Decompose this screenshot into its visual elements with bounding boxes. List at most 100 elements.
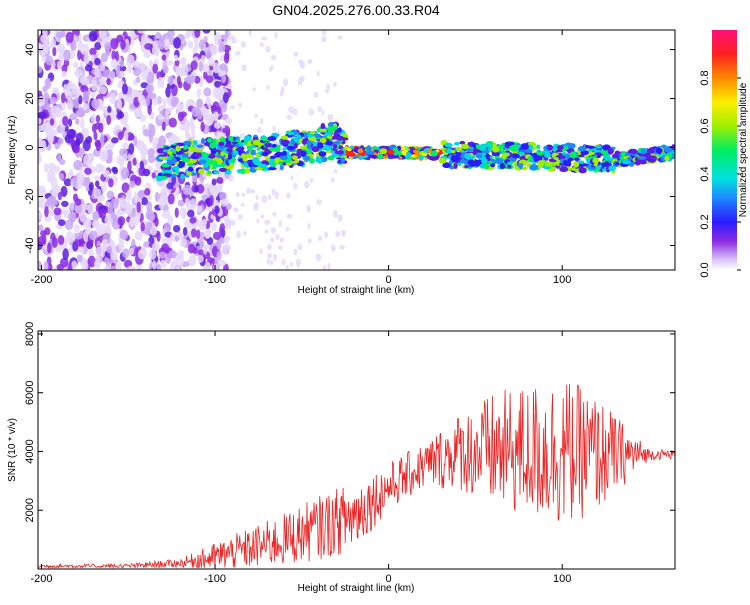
heatmap-noise-blob	[135, 76, 141, 83]
heatmap-signal-blob	[438, 157, 447, 164]
heatmap-noise-blob	[190, 75, 196, 83]
heatmap-signal-blob	[319, 128, 327, 133]
heatmap-noise-blob	[200, 121, 205, 132]
heatmap-signal-blob	[320, 122, 326, 129]
heatmap-signal-blob	[287, 154, 292, 160]
heatmap-noise-blob	[214, 34, 222, 46]
heatmap-noise-blob	[307, 59, 313, 65]
heatmap-signal-blob	[272, 147, 281, 152]
heatmap-signal-blob	[366, 145, 371, 151]
heatmap-signal-blob	[187, 166, 194, 172]
heatmap-noise-blob	[75, 118, 80, 125]
heatmap-noise-blob	[112, 110, 118, 117]
heatmap-noise-blob	[77, 49, 82, 61]
heatmap-noise-blob	[128, 180, 136, 188]
heatmap-noise-blob	[186, 120, 191, 130]
heatmap-noise-blob	[110, 249, 118, 261]
heatmap-signal-blob	[287, 131, 295, 136]
heatmap-signal-blob	[219, 138, 226, 142]
heatmap-noise-blob	[95, 114, 101, 123]
heatmap-noise-blob	[266, 258, 270, 265]
heatmap-x-tick-label: 100	[553, 274, 571, 286]
heatmap-noise-blob	[144, 43, 153, 50]
heatmap-noise-blob	[125, 94, 131, 102]
heatmap-noise-blob	[202, 63, 210, 73]
heatmap-noise-blob	[175, 265, 181, 270]
colorbar-label: Normalized spectral amplitude	[738, 82, 749, 217]
heatmap-noise-blob	[117, 216, 126, 226]
heatmap-signal-blob	[225, 143, 233, 148]
heatmap-noise-blob	[59, 158, 66, 165]
heatmap-signal-blob	[245, 153, 254, 159]
heatmap-noise-blob	[240, 41, 247, 48]
heatmap-signal-blob	[571, 167, 576, 171]
heatmap-noise-blob	[73, 97, 80, 109]
heatmap-signal-blob	[546, 146, 553, 150]
heatmap-noise-blob	[166, 182, 174, 190]
heatmap-noise-blob	[313, 92, 319, 98]
heatmap-noise-blob	[95, 253, 101, 265]
heatmap-signal-blob	[335, 135, 345, 141]
heatmap-noise-blob	[102, 69, 112, 79]
heatmap-noise-blob	[102, 238, 108, 249]
heatmap-noise-blob	[266, 85, 271, 90]
heatmap-noise-blob	[332, 209, 338, 218]
heatmap-noise-blob	[84, 64, 93, 72]
heatmap-signal-blob	[387, 149, 395, 155]
heatmap-signal-blob	[562, 145, 569, 151]
heatmap-signal-blob	[228, 135, 234, 142]
heatmap-signal-blob	[309, 131, 316, 135]
heatmap-signal-blob	[170, 144, 178, 149]
heatmap-signal-blob	[280, 135, 289, 140]
heatmap-noise-blob	[38, 117, 42, 125]
heatmap-signal-blob	[331, 135, 337, 140]
heatmap-noise-blob	[111, 137, 119, 144]
heatmap-signal-blob	[537, 160, 547, 164]
heatmap-noise-blob	[74, 69, 83, 78]
heatmap-signal-blob	[490, 158, 496, 163]
heatmap-noise-blob	[75, 109, 85, 118]
heatmap-noise-blob	[106, 114, 112, 125]
heatmap-signal-blob	[430, 151, 436, 156]
heatmap-noise-blob	[47, 263, 53, 270]
heatmap-noise-blob	[230, 38, 237, 44]
heatmap-signal-blob	[261, 137, 269, 142]
heatmap-signal-blob	[332, 126, 339, 130]
heatmap-signal-blob	[238, 146, 245, 152]
heatmap-noise-blob	[212, 86, 221, 98]
heatmap-signal-blob	[442, 162, 451, 169]
heatmap-noise-blob	[143, 49, 151, 59]
heatmap-noise-blob	[69, 113, 78, 121]
heatmap-signal-blob	[301, 139, 307, 145]
heatmap-signal-blob	[607, 148, 614, 155]
heatmap-noise-blob	[96, 36, 103, 43]
heatmap-noise-blob	[61, 200, 69, 208]
heatmap-noise-blob	[47, 162, 56, 170]
heatmap-noise-blob	[117, 111, 125, 119]
heatmap-noise-blob	[45, 55, 53, 66]
heatmap-signal-blob	[240, 168, 246, 175]
heatmap-signal-blob	[206, 159, 215, 165]
heatmap-signal-blob	[325, 141, 333, 146]
heatmap-noise-blob	[103, 265, 110, 270]
heatmap-noise-blob	[335, 230, 341, 238]
heatmap-noise-blob	[213, 121, 222, 129]
heatmap-noise-blob	[122, 248, 130, 258]
heatmap-signal-blob	[232, 150, 239, 156]
heatmap-noise-blob	[131, 238, 136, 251]
heatmap-noise-blob	[49, 208, 54, 217]
heatmap-noise-blob	[265, 45, 271, 53]
heatmap-noise-blob	[78, 95, 83, 105]
heatmap-noise-blob	[254, 113, 258, 119]
heatmap-noise-blob	[214, 80, 222, 88]
heatmap-signal-blob	[337, 127, 342, 133]
heatmap-noise-blob	[80, 117, 85, 130]
heatmap-x-tick-label: -200	[30, 274, 52, 286]
heatmap-noise-blob	[82, 91, 89, 103]
heatmap-signal-blob	[570, 151, 577, 158]
heatmap-noise-blob	[248, 30, 252, 37]
heatmap-signal-blob	[300, 150, 307, 157]
heatmap-noise-blob	[131, 207, 137, 219]
heatmap-noise-blob	[281, 258, 286, 266]
